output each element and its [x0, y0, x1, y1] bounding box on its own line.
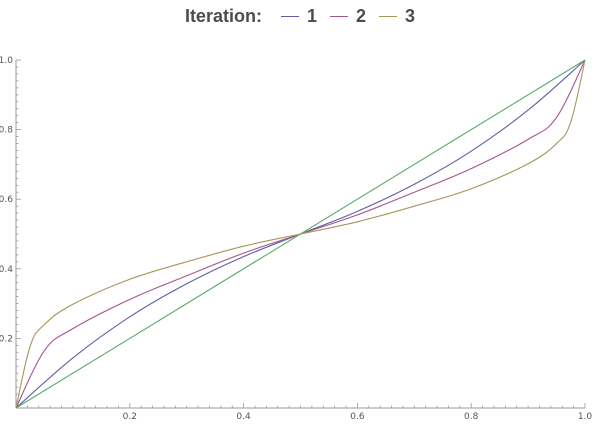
- x-tick-label: 1.0: [578, 412, 593, 422]
- x-tick-label: 0.4: [236, 412, 251, 422]
- legend-label-3: 3: [405, 6, 416, 26]
- legend-entry-3: 3: [379, 6, 415, 27]
- legend-swatch-3: [379, 15, 398, 17]
- legend-entry-1: 1: [280, 6, 317, 27]
- y-tick-label: 0.2: [0, 334, 13, 344]
- reference-line: [15, 59, 586, 409]
- legend-label-1: 1: [306, 6, 317, 26]
- y-tick-label: 1.0: [0, 56, 13, 66]
- legend-swatch-2: [330, 15, 348, 17]
- legend-entry-2: 2: [330, 6, 366, 27]
- y-tick-label: 0.4: [0, 265, 13, 275]
- x-tick-label: 0.8: [464, 412, 479, 422]
- chart-legend: Iteration: 1 2 3: [0, 6, 600, 27]
- legend-swatch-1: [280, 15, 299, 17]
- x-tick-label: 0.2: [123, 412, 137, 422]
- y-tick-label: 0.8: [0, 126, 13, 136]
- x-tick-label: 0.6: [350, 412, 365, 422]
- legend-title: Iteration:: [184, 6, 262, 26]
- y-tick-label: 0.6: [0, 195, 13, 205]
- legend-label-2: 2: [356, 6, 367, 26]
